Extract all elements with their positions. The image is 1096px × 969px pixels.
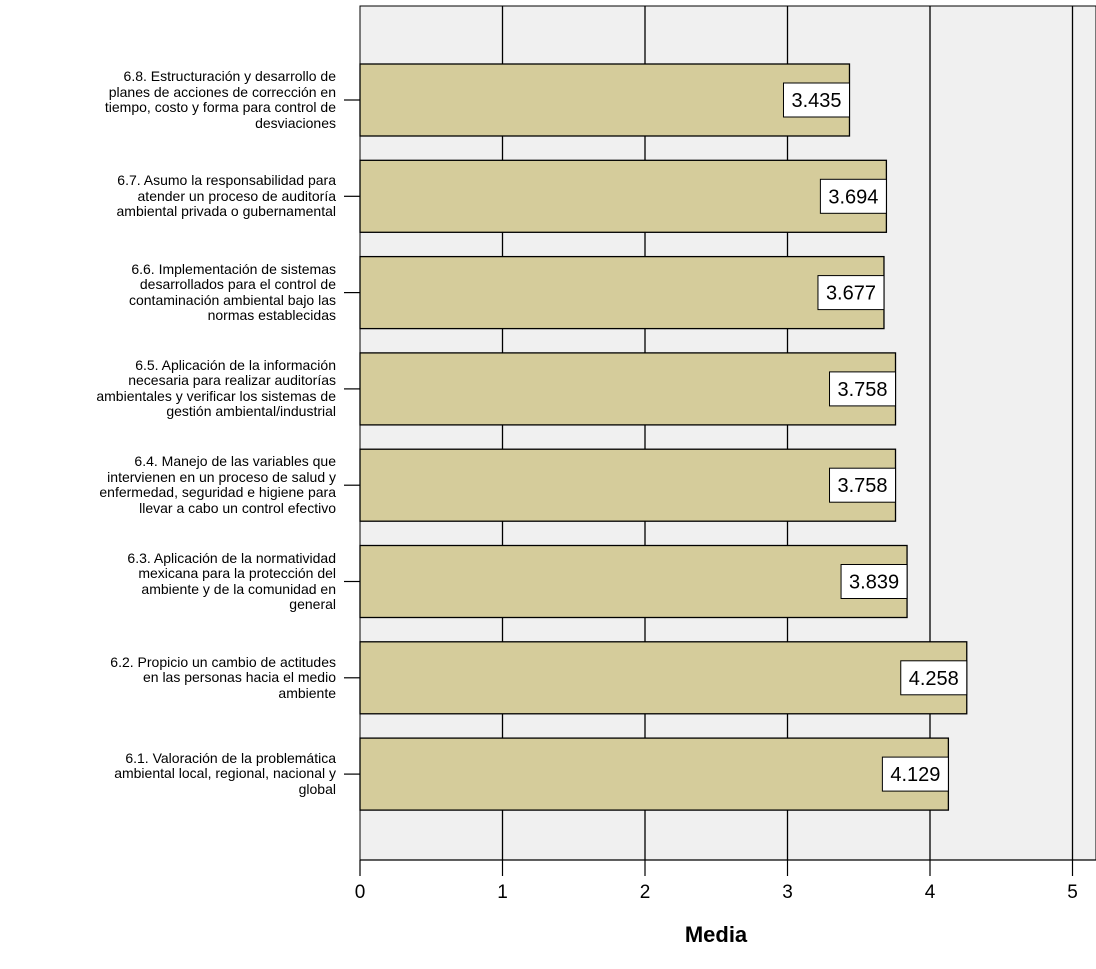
category-label: 6.5. Aplicación de la información necesa…: [96, 356, 336, 420]
data-label: 4.258: [909, 668, 959, 690]
data-label: 3.694: [828, 186, 878, 208]
x-tick-label: 5: [1067, 882, 1078, 903]
data-label-box: [819, 178, 887, 214]
category-label: 6.4. Manejo de las variables que intervi…: [99, 453, 336, 516]
bar: [359, 641, 968, 715]
bar: [359, 737, 950, 811]
x-tick-label: 0: [355, 882, 366, 903]
data-label-box: [782, 82, 850, 118]
data-label-box: [881, 756, 949, 792]
data-label-box: [817, 275, 885, 311]
data-label-box: [829, 371, 897, 407]
bar: [359, 544, 908, 619]
bar: [359, 255, 885, 330]
data-label: 4.129: [890, 764, 940, 786]
x-tick-label: 3: [782, 882, 793, 903]
data-label: 3.839: [849, 572, 899, 594]
data-label: 3.758: [837, 379, 887, 401]
category-label: 6.1. Valoración de la problemática ambie…: [114, 749, 336, 797]
plot-area: [359, 5, 1096, 861]
x-tick-label: 2: [640, 882, 651, 903]
x-tick-label: 1: [497, 882, 508, 903]
bar: [359, 352, 897, 426]
data-label-box: [900, 660, 968, 696]
x-axis-label: Media: [685, 922, 748, 947]
bar: [359, 63, 851, 137]
data-label: 3.758: [837, 475, 887, 497]
category-label: 6.7. Asumo la responsabilidad para atend…: [116, 172, 336, 220]
category-label: 6.8. Estructuración y desarrollo de plan…: [104, 68, 336, 131]
data-label-box: [840, 564, 908, 599]
data-label: 3.677: [826, 283, 876, 305]
x-tick-label: 4: [925, 882, 936, 903]
category-label: 6.3. Aplicación de la normatividad mexic…: [127, 549, 336, 612]
data-label: 3.435: [791, 90, 841, 112]
data-label-box: [829, 467, 897, 503]
bar: [359, 159, 888, 233]
category-label: 6.6. Implementación de sistemas desarrol…: [128, 260, 336, 324]
bar: [359, 448, 897, 522]
category-label: 6.2. Propicio un cambio de actitudes en …: [110, 653, 336, 701]
